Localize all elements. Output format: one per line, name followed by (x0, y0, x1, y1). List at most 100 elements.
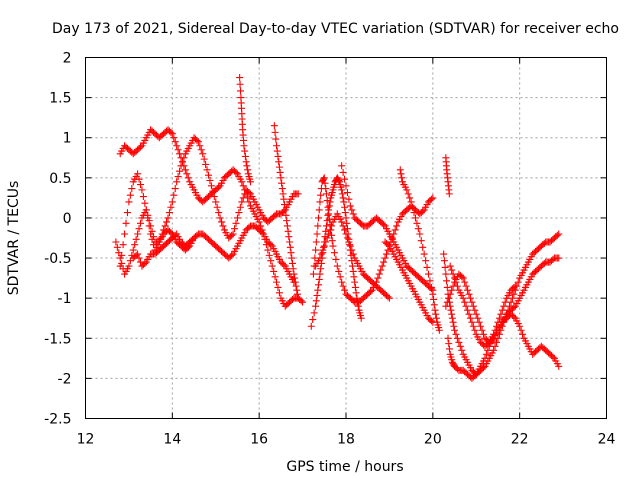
data-point (205, 171, 213, 179)
data-point (342, 214, 350, 222)
data-point (170, 191, 178, 199)
data-point (326, 226, 334, 234)
data-point (519, 330, 527, 338)
y-tick-label: 2 (63, 51, 72, 67)
data-point (167, 203, 175, 211)
data-point (277, 174, 285, 182)
data-point (445, 190, 453, 198)
data-point (228, 231, 236, 239)
data-point (321, 179, 329, 187)
data-point (262, 241, 270, 249)
data-point (282, 211, 290, 219)
data-point (168, 130, 176, 138)
data-point (427, 317, 435, 325)
data-point (136, 181, 144, 189)
data-point (160, 226, 168, 234)
x-tick-label: 24 (598, 432, 616, 448)
series-track-m (442, 154, 453, 198)
data-point (232, 219, 240, 227)
data-point (477, 322, 485, 330)
data-point (328, 231, 336, 239)
data-point (342, 230, 350, 238)
data-point (481, 354, 489, 362)
data-point (280, 195, 288, 203)
data-point (479, 364, 487, 372)
data-point (113, 243, 121, 251)
data-point (275, 289, 283, 297)
data-point (442, 302, 450, 310)
data-point (453, 282, 461, 290)
data-point (429, 290, 437, 298)
data-point (468, 298, 476, 306)
grid (85, 57, 607, 419)
data-point (442, 270, 450, 278)
data-point (343, 234, 351, 242)
data-point (474, 314, 482, 322)
data-point (307, 322, 315, 330)
data-point (232, 168, 240, 176)
data-point (320, 175, 328, 183)
data-point (309, 316, 317, 324)
data-point (325, 202, 333, 210)
data-point (229, 230, 237, 238)
data-point (465, 310, 473, 318)
data-point (280, 201, 288, 209)
data-point (240, 142, 248, 150)
data-point (430, 301, 438, 309)
data-point (310, 309, 318, 317)
data-point (206, 177, 214, 185)
data-point (432, 314, 440, 322)
data-point (351, 283, 359, 291)
data-point (189, 235, 197, 243)
data-point (426, 277, 434, 285)
data-point (270, 122, 278, 130)
data-point (469, 302, 477, 310)
data-point (335, 177, 343, 185)
data-point (273, 278, 281, 286)
data-point (427, 283, 435, 291)
y-tick-label: -1.5 (44, 331, 71, 347)
data-point (440, 250, 448, 258)
data-point (316, 198, 324, 206)
x-tick-label: 14 (163, 432, 181, 448)
data-point (478, 326, 486, 334)
data-point (443, 283, 451, 291)
data-point (255, 218, 263, 226)
data-point (459, 274, 467, 282)
data-point (239, 182, 247, 190)
data-point (241, 152, 249, 160)
data-point (261, 235, 269, 243)
data-point (341, 209, 349, 217)
data-point (451, 274, 459, 282)
data-point (343, 219, 351, 227)
data-point (299, 298, 307, 306)
data-point (407, 198, 415, 206)
data-point (271, 128, 279, 136)
y-tick-label: 1.5 (49, 91, 71, 107)
data-point (167, 229, 175, 237)
data-point (171, 185, 179, 193)
data-point (471, 326, 479, 334)
series-track-e (236, 74, 254, 186)
data-point (147, 230, 155, 238)
y-tick-labels: -2.5 -2 -1.5 -1 -0.5 0 0.5 1 1.5 2 (44, 51, 71, 428)
data-point (271, 211, 279, 219)
data-point (500, 302, 508, 310)
x-axis-title: GPS time / hours (286, 459, 403, 475)
data-point (183, 170, 191, 178)
data-point (445, 294, 453, 302)
data-point (416, 230, 424, 238)
data-point (479, 330, 487, 338)
data-point (315, 206, 323, 214)
data-point (228, 251, 236, 259)
data-point (210, 193, 218, 201)
data-point (123, 209, 131, 217)
data-point (322, 185, 330, 193)
data-point (452, 278, 460, 286)
data-point (458, 346, 466, 354)
data-point (431, 306, 439, 314)
data-point (125, 262, 133, 270)
data-point (441, 263, 449, 271)
data-point (498, 306, 506, 314)
data-point (312, 238, 320, 246)
